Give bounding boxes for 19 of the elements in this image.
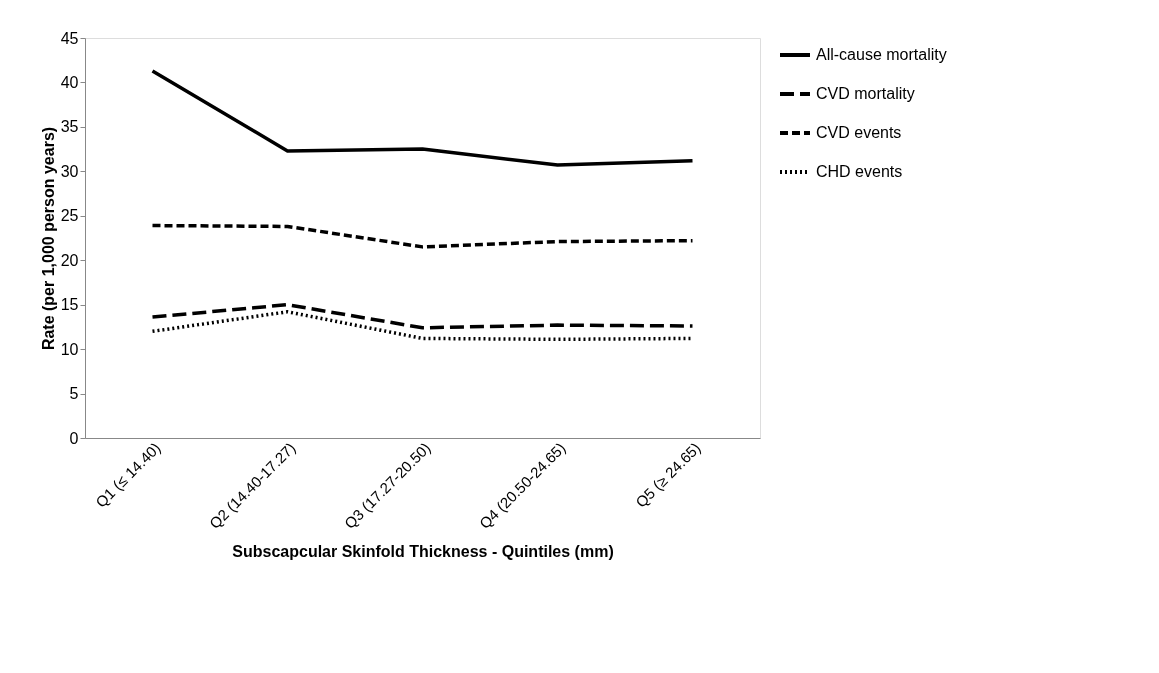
legend-label: CVD events [816,124,902,141]
line-series [150,69,695,167]
y-tick-label: 20 [60,251,79,269]
x-axis-title: Subscapcular Skinfold Thickness - Quintiles (mm) [232,542,614,560]
y-tick-label: 5 [69,385,79,403]
legend-label: All-cause mortality [816,46,947,63]
legend-label: CVD mortality [816,85,915,102]
y-tick-label: 35 [60,118,79,136]
y-tick-label: 0 [69,429,79,447]
y-tick-label: 40 [60,73,79,91]
y-tick-label: 30 [60,162,79,180]
y-tick-label: 10 [60,340,79,358]
y-tick-label: 45 [60,29,79,47]
y-tick-label: 25 [60,207,79,225]
legend-label: CHD events [816,163,903,180]
y-tick-label: 15 [60,296,79,314]
line-series [150,302,695,330]
line-series [150,223,695,249]
y-axis-title: Rate (per 1,000 person years) [39,126,57,351]
